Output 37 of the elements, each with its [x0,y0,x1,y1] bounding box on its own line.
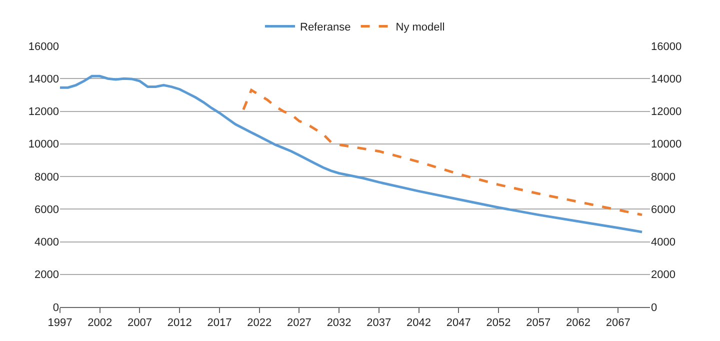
x-tick-label: 1997 [48,317,72,330]
y-tick-label: 14000 [28,73,59,86]
x-tick-label: 2012 [167,317,192,330]
x-tick-label: 2047 [446,317,471,330]
y2-tick-label: 14000 [651,73,682,86]
y2-tick-label: 2000 [651,269,676,282]
x-tick-label: 2002 [88,317,112,330]
x-tick-label: 2032 [326,317,352,330]
x-tick-label: 2067 [606,317,630,330]
line-series [242,88,644,216]
x-tick-label: 2027 [286,317,312,330]
x-tick-label: 2062 [566,317,590,330]
y-tick-label: 8000 [34,171,59,184]
y2-tick-label: 16000 [651,40,682,53]
legend-label: Ny modell [396,22,445,34]
legend-label: Referanse [300,22,351,34]
x-tick-label: 2057 [526,317,551,330]
y-tick-label: 0 [52,302,59,314]
y2-tick-label: 0 [651,302,658,314]
y2-tick-label: 12000 [651,106,682,118]
y-tick-label: 2000 [34,269,59,282]
line-series [60,74,644,234]
y2-tick-label: 6000 [651,204,676,216]
x-tick-label: 2037 [366,317,392,330]
x-tick-label: 2052 [486,317,511,330]
y2-tick-label: 4000 [651,236,676,249]
y-tick-label: 6000 [34,204,59,216]
y-tick-label: 10000 [28,138,59,151]
y-tick-label: 12000 [28,106,59,118]
y2-tick-label: 8000 [651,171,676,184]
x-tick-label: 2017 [207,317,232,330]
y-tick-label: 4000 [34,236,59,249]
y-tick-label: 16000 [28,40,59,53]
x-tick-label: 2022 [247,317,272,330]
x-tick-label: 2042 [406,317,432,330]
x-tick-label: 2007 [127,317,152,330]
y2-tick-label: 10000 [651,138,682,151]
